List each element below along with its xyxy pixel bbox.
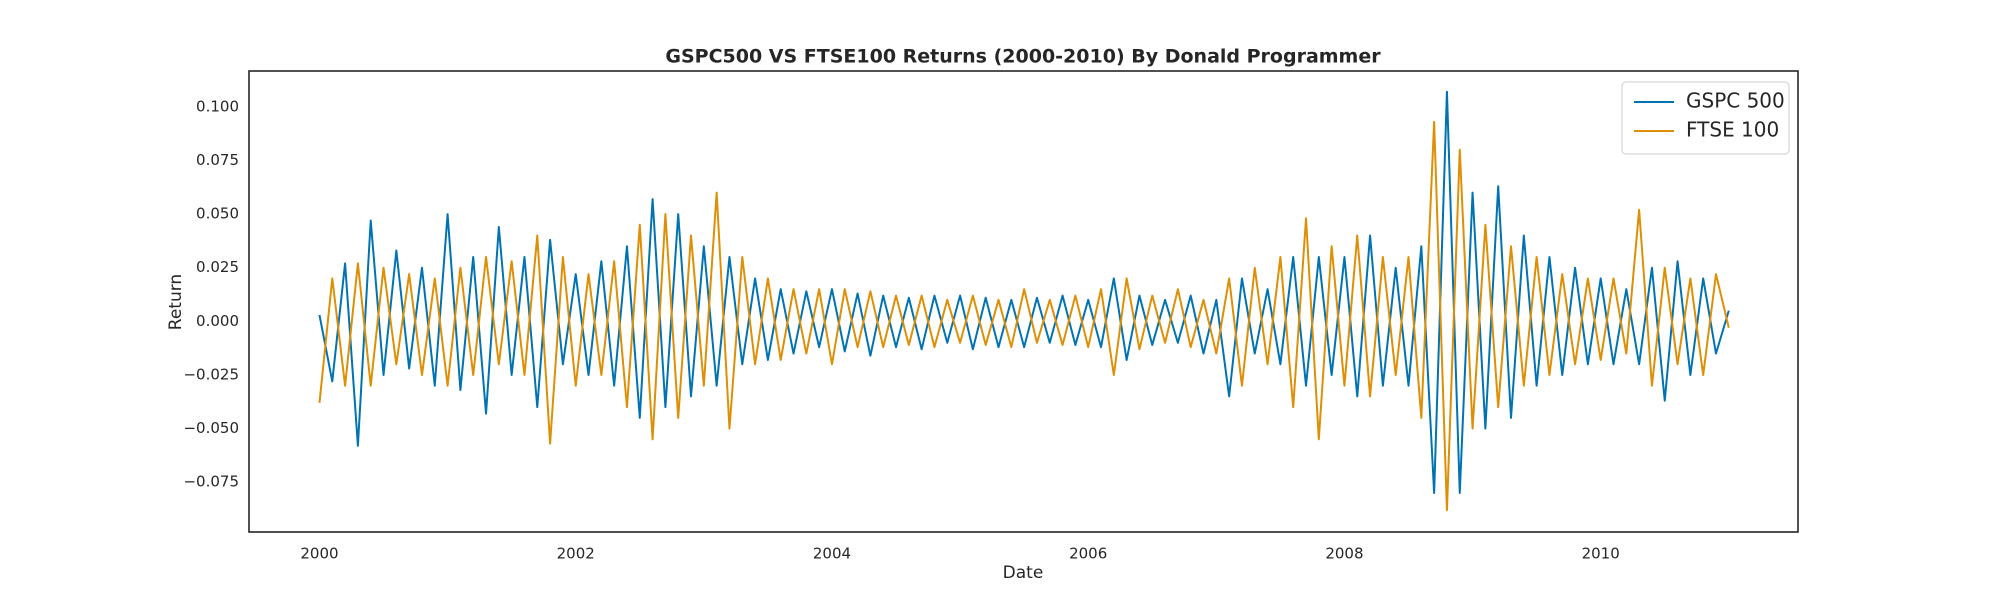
y-axis-label: Return [166,274,186,330]
y-tick-label: −0.025 [183,365,239,383]
legend-label: GSPC 500 [1686,89,1785,113]
y-tick-label: 0.025 [196,258,239,276]
legend: GSPC 500 FTSE 100 [1621,81,1790,155]
x-tick-label: 2008 [1325,545,1363,563]
x-tick-label: 2002 [557,545,595,563]
y-tick-label: 0.100 [196,97,239,115]
y-tick-label: −0.075 [183,473,239,491]
x-tick-label: 2004 [813,545,851,563]
axes-frame [248,70,1799,533]
x-tick-label: 2010 [1582,545,1620,563]
x-axis-label: Date [1003,563,1044,583]
plot-area [318,90,1730,512]
legend-box [1621,81,1790,155]
y-tick-label: −0.050 [183,419,239,437]
y-tick-label: 0.050 [196,205,239,223]
series-line [318,90,1730,494]
x-tick-label: 2000 [300,545,338,563]
y-tick-label: 0.000 [196,312,239,330]
x-tick-label: 2006 [1069,545,1107,563]
legend-label: FTSE 100 [1686,118,1779,142]
y-tick-label: 0.075 [196,151,239,169]
chart-title: GSPC500 VS FTSE100 Returns (2000-2010) B… [665,46,1381,68]
series-line [318,120,1730,512]
